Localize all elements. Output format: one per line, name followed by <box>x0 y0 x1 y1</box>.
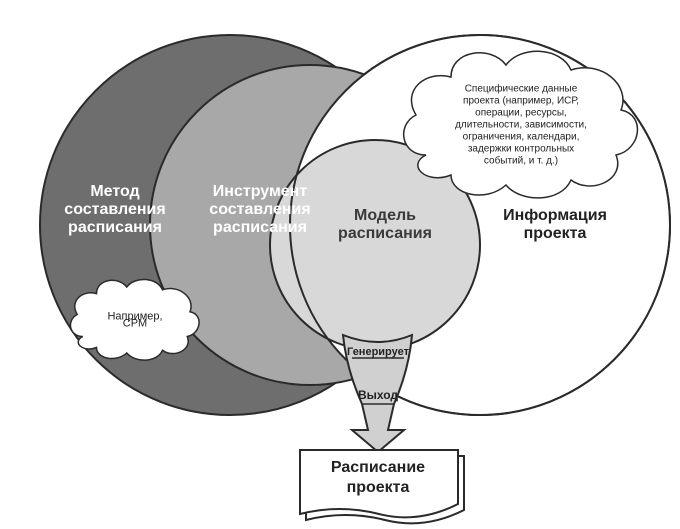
cloud-example-text-line: CPM <box>123 317 147 329</box>
label-model-line: Модель <box>354 207 416 224</box>
label-method-line: составления <box>64 201 165 218</box>
cloud-specific-data-text-line: событий, и т. д.) <box>484 155 558 167</box>
cloud-specific-data-text: Специфические данныепроекта (например, И… <box>455 83 587 167</box>
label-tool-line: расписания <box>213 219 307 236</box>
label-info-line: проекта <box>524 225 587 242</box>
label-tool-line: составления <box>209 201 310 218</box>
label-generates-line: Генерирует <box>347 346 410 358</box>
label-method-line: Метод <box>90 183 139 200</box>
cloud-specific-data-text-line: длительности, зависимости, <box>455 120 587 131</box>
cloud-specific-data-text-line: проекта (например, ИСР, <box>463 96 579 107</box>
cloud-specific-data-text-line: операции, ресурсы, <box>475 108 567 119</box>
label-doc-line: Расписание <box>331 459 425 476</box>
label-model-line: расписания <box>338 225 432 242</box>
label-tool-line: Инструмент <box>213 183 308 200</box>
cloud-specific-data-text-line: Специфические данные <box>465 83 578 95</box>
label-doc-line: проекта <box>347 479 410 496</box>
label-tool: Инструментсоставлениярасписания <box>209 183 310 236</box>
cloud-specific-data-text-line: ограничения, календари, <box>463 132 580 143</box>
diagram-canvas: Например,CPMСпецифические данныепроекта … <box>0 0 680 529</box>
cloud-specific-data-text-line: задержки контрольных <box>468 144 574 155</box>
label-output: Выход <box>358 388 398 402</box>
label-method-line: расписания <box>68 219 162 236</box>
label-output-line: Выход <box>358 388 398 402</box>
label-info-line: Информация <box>503 207 607 224</box>
label-generates: Генерирует <box>347 346 410 358</box>
